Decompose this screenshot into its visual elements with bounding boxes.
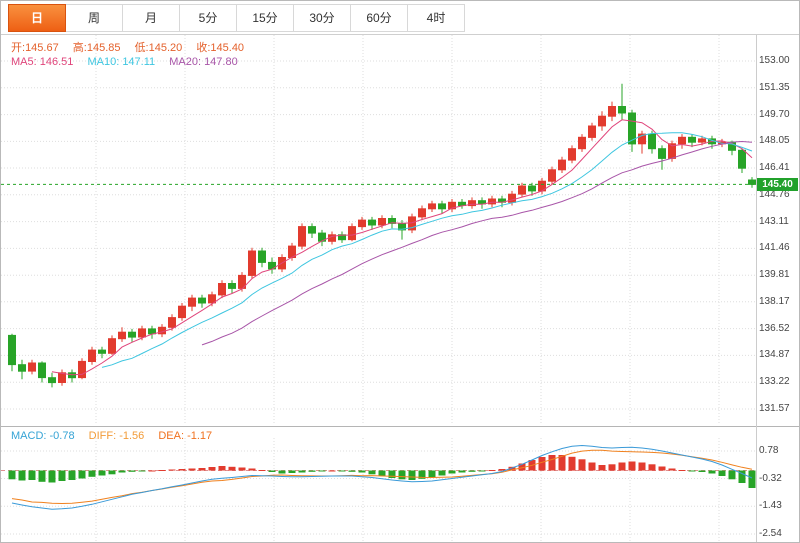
ohlc-readout: 开:145.67 高:145.85 低:145.20 收:145.40	[11, 39, 255, 55]
high-readout: 高:145.85	[73, 42, 121, 54]
price-tick-label: 149.70	[759, 109, 790, 120]
price-tick-label: 146.41	[759, 162, 790, 173]
dea-label: DEA:	[158, 430, 188, 442]
low-label: 低:	[134, 42, 149, 54]
price-tick-label: -2.54	[759, 528, 782, 539]
price-tick-label: 148.05	[759, 135, 790, 146]
price-tick-label: 143.11	[759, 216, 789, 227]
ma10-value: 147.11	[122, 56, 156, 68]
low-value: 145.20	[148, 42, 183, 54]
ma20-value: 147.80	[204, 56, 238, 68]
tab-15分[interactable]: 15分	[236, 3, 294, 32]
open-readout: 开:145.67	[11, 42, 59, 54]
price-tick-label: 134.87	[759, 349, 790, 360]
price-tick-label: 144.76	[759, 189, 790, 200]
ma5-label: MA5:	[11, 56, 40, 68]
diff-readout: DIFF: -1.56	[89, 430, 145, 442]
price-tick-label: 0.78	[759, 445, 779, 456]
ma-readout: MA5: 146.51 MA10: 147.11 MA20: 147.80	[11, 56, 249, 68]
tab-日[interactable]: 日	[8, 3, 66, 32]
last-price-badge: 145.40	[757, 178, 798, 191]
tab-4时[interactable]: 4时	[407, 3, 465, 32]
dea-value: -1.17	[187, 430, 213, 442]
tab-60分[interactable]: 60分	[350, 3, 408, 32]
diff-label: DIFF:	[88, 430, 120, 442]
close-label: 收:	[196, 42, 211, 54]
diff-value: -1.56	[119, 430, 145, 442]
tab-5分[interactable]: 5分	[179, 3, 237, 32]
price-tick-label: 151.35	[759, 82, 790, 93]
tab-月[interactable]: 月	[122, 3, 180, 32]
ma5-readout: MA5: 146.51	[11, 56, 73, 68]
macd-value-readout: MACD: -0.78	[11, 430, 75, 442]
price-tick-label: -0.32	[759, 473, 782, 484]
timeframe-toolbar: 日周月 5分 15分 30分 60分 4时	[1, 1, 799, 35]
macd-value: -0.78	[49, 430, 75, 442]
price-tick-label: 139.81	[759, 269, 790, 280]
open-value: 145.67	[25, 42, 59, 54]
close-value: 145.40	[210, 42, 245, 54]
price-tick-label: 153.00	[759, 55, 790, 66]
high-label: 高:	[72, 42, 87, 54]
macd-label: MACD:	[11, 430, 50, 442]
price-tick-label: 136.52	[759, 323, 790, 334]
ma20-label: MA20:	[169, 56, 205, 68]
high-value: 145.85	[86, 42, 121, 54]
macd-readout: MACD: -0.78 DIFF: -1.56 DEA: -1.17	[11, 430, 223, 442]
price-tick-label: 141.46	[759, 242, 790, 253]
tab-30分[interactable]: 30分	[293, 3, 351, 32]
price-tick-label: 138.17	[759, 296, 790, 307]
ma5-value: 146.51	[39, 56, 74, 68]
ma10-readout: MA10: 147.11	[87, 56, 155, 68]
open-label: 开:	[11, 42, 26, 54]
ma10-label: MA10:	[87, 56, 123, 68]
dea-readout: DEA: -1.17	[158, 430, 212, 442]
price-tick-label: -1.43	[759, 500, 782, 511]
last-price-value: 145.40	[762, 179, 793, 190]
close-readout: 收:145.40	[196, 42, 244, 54]
tab-周[interactable]: 周	[65, 3, 123, 32]
low-readout: 低:145.20	[135, 42, 183, 54]
price-tick-label: 133.22	[759, 376, 790, 387]
ma20-readout: MA20: 147.80	[169, 56, 238, 68]
price-tick-label: 131.57	[759, 403, 790, 414]
